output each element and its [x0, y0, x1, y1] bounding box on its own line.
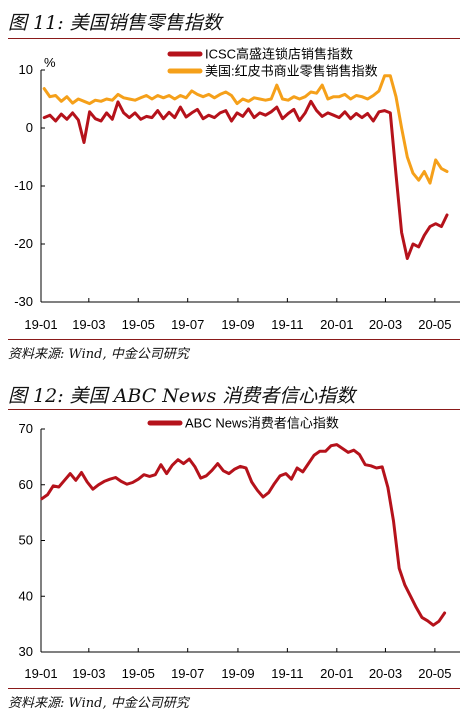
x-tick-label: 19-03	[72, 317, 105, 332]
legend-label-1: ABC News消费者信心指数	[185, 416, 339, 431]
figure-12-source: 资料来源: Wind, 中金公司研究	[8, 696, 189, 711]
y-tick-label: 50	[19, 533, 33, 548]
x-tick-label: 20-03	[369, 317, 402, 332]
x-tick-label: 20-01	[320, 666, 353, 681]
figure-11-bottom-rule	[8, 339, 460, 340]
figure-12-bottom-rule	[8, 688, 460, 689]
y-tick-label: 70	[19, 421, 33, 436]
legend-label-2: 美国:红皮书商业零售销售指数	[205, 64, 378, 79]
x-tick-label: 20-03	[369, 666, 402, 681]
x-tick-label: 19-05	[122, 317, 155, 332]
y-tick-label: -30	[14, 294, 33, 309]
retail-sales-chart: -30 -20 -10 0 10 19-01 19-03 19-05 19-07 19-09 19-…	[14, 47, 460, 332]
y-tick-label: -10	[14, 178, 33, 193]
series-line-1	[42, 99, 449, 260]
x-tick-label: 19-11	[271, 317, 303, 332]
consumer-confidence-chart: 30 40 50 60 70 19-01 19-03 19-05 19-07 19-09 19-11…	[19, 416, 460, 681]
x-tick-label: 19-03	[72, 666, 105, 681]
x-tick-label: 20-05	[418, 317, 451, 332]
x-tick-label: 19-11	[271, 666, 303, 681]
x-tick-label: 19-09	[221, 666, 254, 681]
legend-label-1: ICSC高盛连锁店销售指数	[205, 47, 353, 62]
x-tick-label: 19-07	[171, 666, 204, 681]
figure-11-title: 图 11: 美国销售零售指数	[8, 12, 222, 34]
y-tick-label: 60	[19, 477, 33, 492]
y-tick-label: 10	[19, 62, 33, 77]
figure-11-top-rule	[8, 38, 460, 39]
x-tick-label: 20-01	[320, 317, 353, 332]
figure-11-source: 资料来源: Wind, 中金公司研究	[8, 347, 189, 362]
figure-12-title: 图 12: 美国 ABC News 消费者信心指数	[8, 385, 356, 407]
x-tick-label: 19-01	[24, 317, 57, 332]
series-line-1	[40, 443, 447, 627]
x-tick-label: 19-07	[171, 317, 204, 332]
x-tick-label: 19-01	[24, 666, 57, 681]
series-line-2	[42, 74, 449, 185]
figure-12-top-rule	[8, 409, 460, 410]
y-tick-label: 0	[26, 120, 33, 135]
y-tick-label: 30	[19, 644, 33, 659]
x-tick-label: 20-05	[418, 666, 451, 681]
x-tick-label: 19-09	[221, 317, 254, 332]
y-tick-label: -20	[14, 236, 33, 251]
y-axis-unit-label: %	[44, 55, 56, 70]
x-tick-label: 19-05	[122, 666, 155, 681]
y-tick-label: 40	[19, 588, 33, 603]
